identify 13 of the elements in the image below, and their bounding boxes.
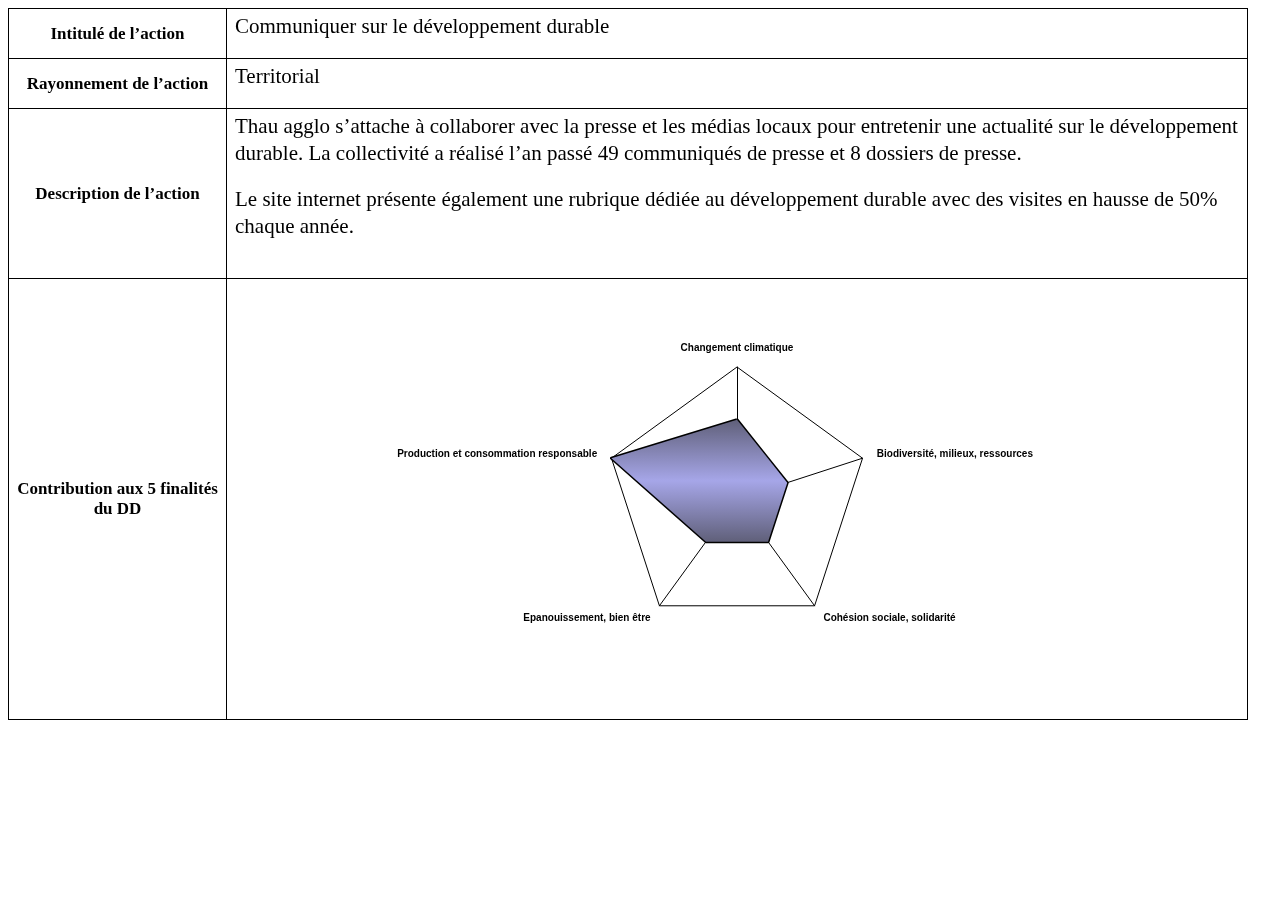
text: Communiquer sur le développement durable bbox=[226, 8, 1248, 59]
spoke-label: Changement climatique bbox=[680, 341, 794, 353]
text: Contribution aux 5 finalités du DD bbox=[8, 278, 227, 720]
text: Thau agglo s’attache à collaborer avec la presse et les médias locaux pour entretenir une actualité sur le développement durable. La collectivité a réalisé l’an passé 49 communiqués de presse et 8 dossiers de presse. bbox=[235, 113, 1239, 168]
text: Rayonnement de l’action bbox=[8, 58, 227, 109]
spoke-label: Epanouissement, bien être bbox=[523, 612, 652, 624]
spoke-label: Biodiversité, milieux, ressources bbox=[876, 448, 1034, 460]
spoke-label: Cohésion sociale, solidarité bbox=[823, 612, 957, 624]
text: Le site internet présente également une rubrique dédiée au développement durable avec des visites en hausse de 50% chaque année. bbox=[235, 185, 1219, 240]
text: Territorial bbox=[226, 58, 1248, 109]
text: Intitulé de l’action bbox=[8, 8, 227, 59]
text: Description de l’action bbox=[8, 108, 227, 279]
spoke-label: Production et consommation responsable bbox=[397, 448, 598, 460]
